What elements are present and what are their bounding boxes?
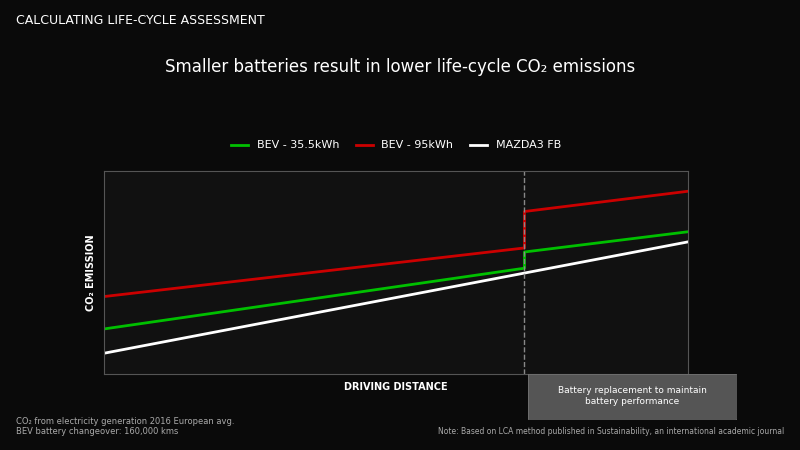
Text: Battery replacement to maintain
battery performance: Battery replacement to maintain battery … [558, 386, 707, 406]
Legend: BEV - 35.5kWh, BEV - 95kWh, MAZDA3 FB: BEV - 35.5kWh, BEV - 95kWh, MAZDA3 FB [226, 136, 566, 155]
X-axis label: DRIVING DISTANCE: DRIVING DISTANCE [344, 382, 448, 392]
Text: CO₂ from electricity generation 2016 European avg.
BEV battery changeover: 160,0: CO₂ from electricity generation 2016 Eur… [16, 417, 234, 436]
Y-axis label: CO₂ EMISSION: CO₂ EMISSION [86, 234, 96, 310]
Text: Smaller batteries result in lower life-cycle CO₂ emissions: Smaller batteries result in lower life-c… [165, 58, 635, 76]
Text: Note: Based on LCA method published in Sustainability, an international academic: Note: Based on LCA method published in S… [438, 428, 784, 436]
Text: CALCULATING LIFE-CYCLE ASSESSMENT: CALCULATING LIFE-CYCLE ASSESSMENT [16, 14, 265, 27]
